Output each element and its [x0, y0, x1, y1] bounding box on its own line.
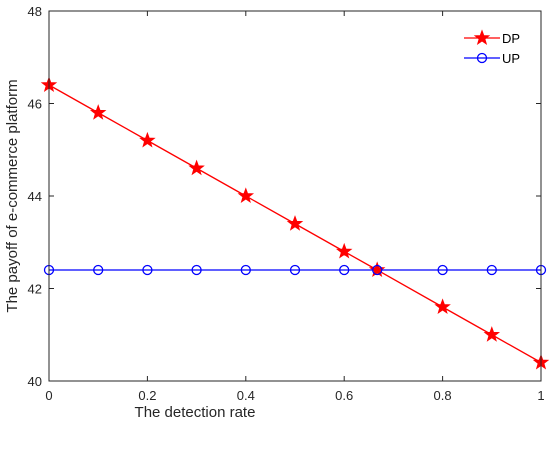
data-point-dp: [188, 159, 205, 176]
legend-box: [462, 27, 530, 71]
x-tick-label: 0.8: [434, 388, 452, 403]
legend-star-icon: [473, 29, 491, 46]
y-tick-label: 44: [28, 189, 42, 204]
data-point-dp: [139, 131, 156, 148]
legend-label-dp: DP: [502, 31, 520, 46]
x-tick-label: 0.4: [237, 388, 255, 403]
data-point-dp: [237, 187, 255, 204]
data-point-up: [339, 264, 350, 276]
x-tick-label: 0: [45, 388, 52, 403]
y-tick-label: 48: [28, 4, 42, 19]
x-tick-label: 0.2: [138, 388, 156, 403]
data-point-up: [142, 264, 153, 276]
x-tick-label: 0.6: [335, 388, 353, 403]
data-point-up: [437, 264, 448, 276]
y-tick-label: 40: [28, 374, 42, 389]
data-point-dp: [335, 242, 353, 259]
x-axis: 0 0.2 0.4 0.6 0.8 1: [45, 11, 545, 403]
plot-area-background: [49, 11, 541, 381]
data-point-up: [93, 264, 104, 276]
data-point-dp: [286, 215, 304, 231]
legend-label-up: UP: [502, 51, 520, 66]
data-point-up: [486, 264, 497, 276]
y-axis: 40 42 44 46 48: [28, 4, 541, 389]
y-axis-label: The payoff of e-commerce platform: [4, 79, 21, 312]
x-tick-label: 1: [537, 388, 544, 403]
y-tick-label: 42: [28, 282, 42, 297]
data-point-up: [240, 264, 251, 276]
y-tick-label: 46: [28, 97, 42, 112]
data-point-up: [289, 264, 301, 276]
data-point-dp: [368, 261, 386, 278]
legend: DP UP: [462, 27, 530, 71]
legend-circle-icon: [476, 52, 488, 64]
data-point-dp: [483, 326, 501, 342]
data-point-up: [372, 264, 383, 276]
data-point-dp: [434, 298, 451, 315]
data-point-dp: [89, 104, 107, 120]
data-point-up: [191, 264, 202, 276]
x-axis-label: The detection rate: [135, 404, 256, 421]
